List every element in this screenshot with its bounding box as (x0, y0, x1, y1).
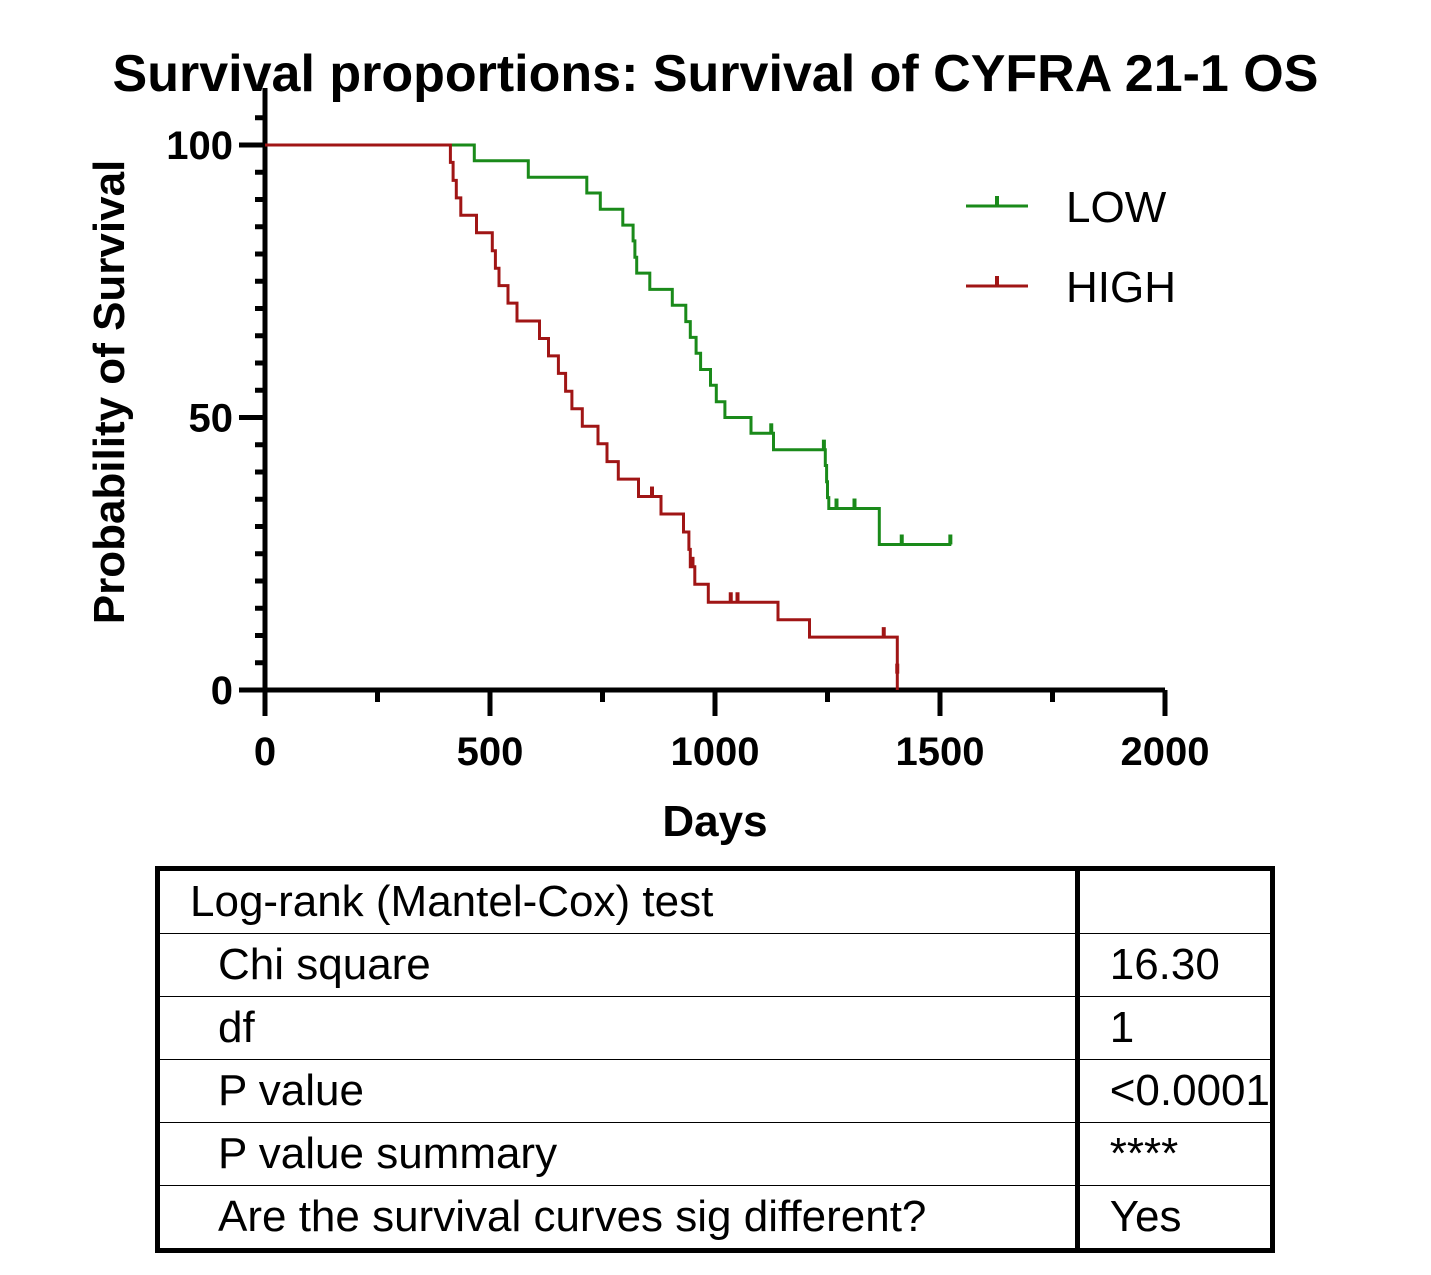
x-tick-label: 1000 (671, 730, 760, 774)
table-row-value: <0.0001 (1077, 1059, 1273, 1123)
legend-label-low: LOW (1066, 183, 1167, 232)
series-line-low (265, 143, 952, 546)
table-row-value: Yes (1109, 1192, 1182, 1241)
table-row: Log-rank (Mantel-Cox) test (157, 868, 1273, 934)
chart-legend: LOW HIGH (966, 183, 1176, 312)
table-row: P value <0.0001 (157, 1059, 1273, 1123)
x-axis-label: Days (662, 797, 767, 846)
logrank-table: Log-rank (Mantel-Cox) test Chi square 16.3… (155, 866, 1275, 1253)
table-row-label: Chi square (157, 933, 1080, 997)
y-tick-label: 100 (166, 124, 233, 168)
y-tick-label: 50 (189, 397, 234, 441)
table-row-label: Are the survival curves sig different? (157, 1185, 1080, 1251)
table-row: df 1 (157, 996, 1273, 1060)
table-row-label: P value (157, 1059, 1080, 1123)
legend-label-high: HIGH (1066, 263, 1176, 312)
table-row-value (1077, 868, 1273, 934)
x-tick-label: 0 (254, 730, 276, 774)
chart-series (265, 143, 953, 690)
y-axis-label: Probability of Survival (85, 160, 134, 625)
table-row: P value summary **** (157, 1122, 1273, 1186)
table-row-value: 16.30 (1077, 933, 1273, 997)
table-row: Chi square 16.30 (157, 933, 1273, 997)
table-row-label: df (157, 996, 1080, 1060)
x-tick-label: 500 (457, 730, 524, 774)
table-row-value: **** (1077, 1122, 1273, 1186)
table-row-value: 1 (1077, 996, 1273, 1060)
x-tick-label: 2000 (1121, 730, 1210, 774)
x-tick-label: 1500 (896, 730, 985, 774)
table-row-label: Log-rank (Mantel-Cox) test (157, 868, 1080, 934)
series-line-high (265, 143, 899, 690)
table-row: Are the survival curves sig different? Ye… (157, 1185, 1273, 1251)
chart-title: Survival proportions: Survival of CYFRA … (112, 45, 1319, 103)
y-tick-label: 0 (211, 669, 233, 713)
table-row-label: P value summary (157, 1122, 1080, 1186)
